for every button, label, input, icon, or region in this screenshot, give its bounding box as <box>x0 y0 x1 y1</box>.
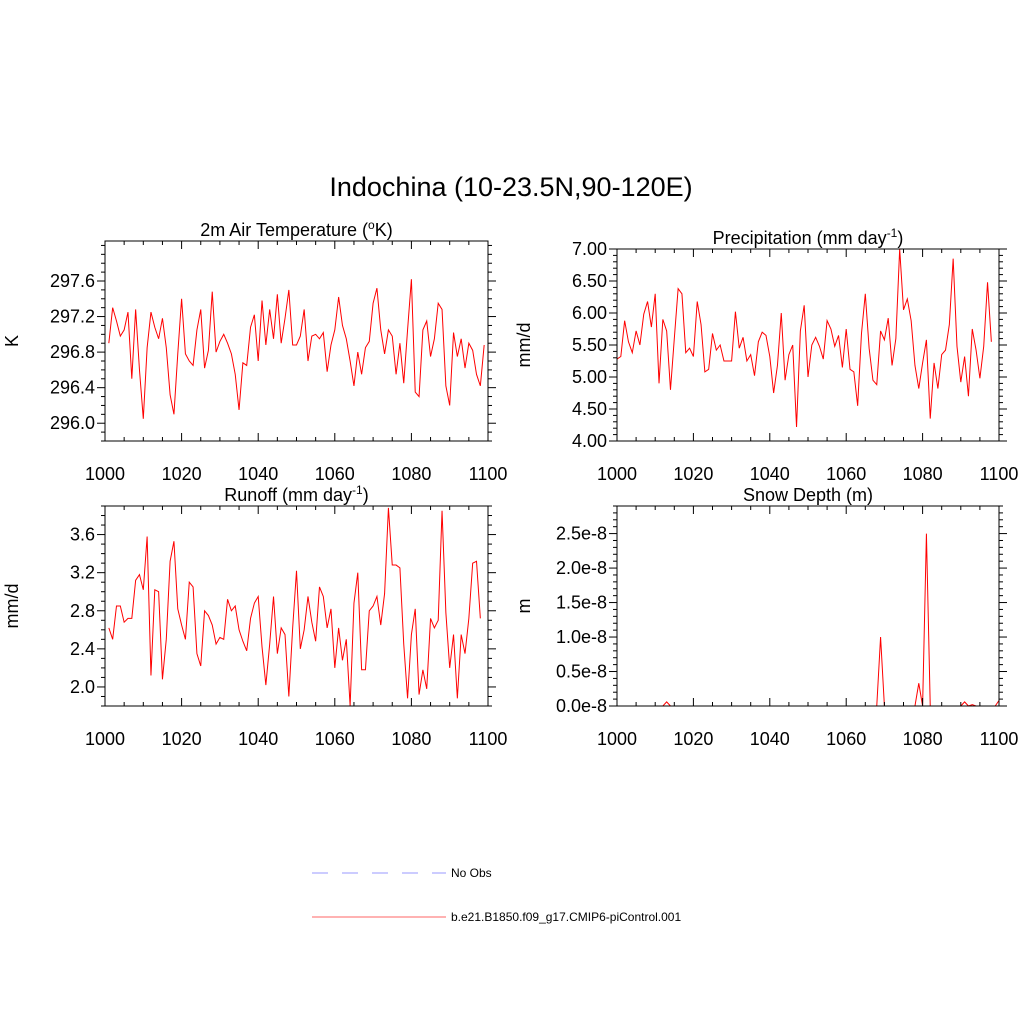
panel-title-after-temperature: K) <box>375 220 393 240</box>
ytick-label-snow-depth: 2.5e-8 <box>556 524 607 544</box>
panel-title-after-precipitation: ) <box>897 228 903 248</box>
figure-title: Indochina (10-23.5N,90-120E) <box>329 172 692 202</box>
xtick-label-precipitation: 1000 <box>597 464 637 484</box>
ytick-label-precipitation: 4.00 <box>572 431 607 451</box>
ytick-label-precipitation: 5.50 <box>572 335 607 355</box>
panels-group: 2m Air Temperature (oK) K 1000 1020 1040 1060… <box>2 218 1018 749</box>
panel-runoff: Runoff (mm day-1) mm/d 1000 1020 1040 1060 108… <box>2 483 507 749</box>
xtick-label-snow-depth: 1100 <box>980 729 1019 749</box>
xtick-label-runoff: 1040 <box>238 729 278 749</box>
panel-title-sup-runoff: -1 <box>352 483 363 497</box>
xtick-label-snow-depth: 1000 <box>597 729 637 749</box>
xtick-label-runoff: 1080 <box>391 729 431 749</box>
series-line-runoff <box>108 507 481 707</box>
series-line-temperature <box>108 279 485 419</box>
xtick-label-temperature: 1040 <box>238 464 278 484</box>
ytick-label-precipitation: 7.00 <box>572 239 607 259</box>
xtick-label-temperature: 1100 <box>469 464 508 484</box>
ytick-label-snow-depth: 1.5e-8 <box>556 593 607 613</box>
ytick-label-snow-depth: 0.5e-8 <box>556 662 607 682</box>
panel-title-text-snow-depth: Snow Depth (m) <box>743 485 873 505</box>
ytick-label-snow-depth: 2.0e-8 <box>556 558 607 578</box>
ytick-label-runoff: 3.2 <box>70 563 95 583</box>
ytick-label-snow-depth: 1.0e-8 <box>556 627 607 647</box>
ytick-label-runoff: 2.0 <box>70 677 95 697</box>
ylabel-precipitation: mm/d <box>514 323 534 368</box>
ytick-label-precipitation: 6.50 <box>572 271 607 291</box>
ytick-label-temperature: 296.8 <box>50 342 95 362</box>
panel-title-sup-temperature: o <box>368 218 375 232</box>
panel-precipitation: Precipitation (mm day-1) mm/d 1000 1020 1040… <box>514 226 1018 484</box>
panel-temperature: 2m Air Temperature (oK) K 1000 1020 1040 1060… <box>2 218 507 484</box>
ytick-label-precipitation: 5.00 <box>572 367 607 387</box>
xtick-label-runoff: 1000 <box>85 729 125 749</box>
legend-label-model: b.e21.B1850.f09_g17.CMIP6-piControl.001 <box>451 910 681 924</box>
xtick-label-temperature: 1060 <box>315 464 355 484</box>
xtick-label-precipitation: 1020 <box>673 464 713 484</box>
panel-title-text-precipitation: Precipitation (mm day <box>713 228 887 248</box>
xtick-label-temperature: 1000 <box>85 464 125 484</box>
plot-frame-temperature <box>104 240 489 442</box>
xtick-label-snow-depth: 1060 <box>826 729 866 749</box>
xtick-label-temperature: 1020 <box>162 464 202 484</box>
xtick-label-precipitation: 1060 <box>826 464 866 484</box>
xtick-label-runoff: 1100 <box>469 729 508 749</box>
panel-title-precipitation: Precipitation (mm day-1) <box>713 226 904 248</box>
ytick-label-snow-depth: 0.0e-8 <box>556 696 607 716</box>
ytick-label-runoff: 3.6 <box>70 525 95 545</box>
xtick-label-snow-depth: 1080 <box>903 729 943 749</box>
xtick-label-precipitation: 1100 <box>980 464 1019 484</box>
ytick-label-temperature: 297.2 <box>50 307 95 327</box>
panel-title-text-temperature: 2m Air Temperature ( <box>200 220 368 240</box>
plot-frame-snow-depth <box>616 505 1000 707</box>
ylabel-snow-depth: m <box>514 599 534 614</box>
panel-title-temperature: 2m Air Temperature (oK) <box>200 218 392 240</box>
panel-snow-depth: Snow Depth (m) m 1000 1020 1040 1060 1080 1100 0… <box>514 485 1018 749</box>
xtick-label-runoff: 1020 <box>162 729 202 749</box>
panel-title-snow-depth: Snow Depth (m) <box>743 485 873 505</box>
legend: No Obs b.e21.B1850.f09_g17.CMIP6-piContr… <box>312 866 681 924</box>
xtick-label-temperature: 1080 <box>391 464 431 484</box>
panel-title-sup-precipitation: -1 <box>887 226 898 240</box>
ytick-label-precipitation: 6.00 <box>572 303 607 323</box>
series-line-snow-depth <box>617 533 1000 707</box>
panel-title-runoff: Runoff (mm day-1) <box>224 483 368 505</box>
xtick-label-precipitation: 1040 <box>750 464 790 484</box>
xtick-label-snow-depth: 1020 <box>673 729 713 749</box>
ytick-label-temperature: 296.0 <box>50 413 95 433</box>
xtick-label-runoff: 1060 <box>315 729 355 749</box>
ylabel-temperature: K <box>2 335 22 347</box>
ytick-label-runoff: 2.4 <box>70 639 95 659</box>
panel-title-after-runoff: ) <box>363 485 369 505</box>
panel-title-text-runoff: Runoff (mm day <box>224 485 352 505</box>
ytick-label-runoff: 2.8 <box>70 601 95 621</box>
series-line-precipitation <box>616 248 992 427</box>
xtick-label-precipitation: 1080 <box>903 464 943 484</box>
legend-label-no-obs: No Obs <box>451 866 492 880</box>
ytick-label-temperature: 297.6 <box>50 271 95 291</box>
ylabel-runoff: mm/d <box>2 584 22 629</box>
xtick-label-snow-depth: 1040 <box>750 729 790 749</box>
ytick-label-precipitation: 4.50 <box>572 399 607 419</box>
ytick-label-temperature: 296.4 <box>50 378 95 398</box>
